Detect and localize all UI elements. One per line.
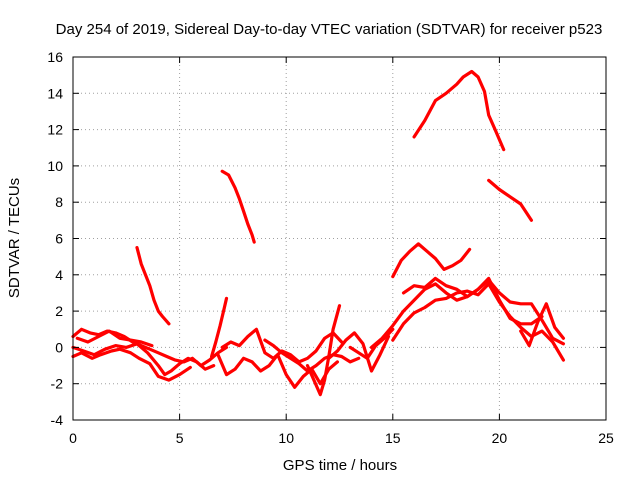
x-tick-label: 0	[69, 430, 77, 446]
y-tick-label: 8	[55, 194, 63, 210]
series-track-13-15h	[348, 327, 395, 360]
series-track-11-12h	[305, 304, 342, 397]
y-tick-label: -4	[51, 412, 64, 428]
x-tick-label: 20	[492, 430, 508, 446]
y-tick-label: 6	[55, 231, 63, 247]
series-track-6-7h	[210, 296, 229, 359]
y-tick-label: 4	[55, 267, 63, 283]
x-tick-label: 25	[598, 430, 614, 446]
series-track-peak	[412, 69, 506, 152]
x-axis-label: GPS time / hours	[283, 457, 397, 474]
series-track-16h	[391, 242, 472, 279]
series-track-rise-3	[401, 276, 544, 326]
series-track-early-2	[71, 342, 216, 377]
series-track-mid-3	[263, 338, 361, 373]
series-track-20h	[487, 178, 534, 222]
y-tick-label: 12	[47, 122, 63, 138]
x-tick-label: 5	[176, 430, 184, 446]
y-tick-label: 0	[55, 339, 63, 355]
chart-title: Day 254 of 2019, Sidereal Day-to-day VTE…	[56, 21, 603, 38]
x-tick-label: 15	[385, 430, 401, 446]
series-track-12-14h	[327, 331, 391, 373]
y-tick-label: 14	[47, 85, 63, 101]
series-track-early-4	[75, 329, 154, 348]
y-tick-label: -2	[51, 376, 64, 392]
y-tick-label: 2	[55, 303, 63, 319]
series-track-early-3	[71, 347, 192, 382]
series-track-3h	[135, 246, 171, 326]
x-tick-label: 10	[278, 430, 294, 446]
data-series	[71, 69, 566, 397]
series-track-rise-2	[391, 282, 566, 362]
series-track-late	[519, 302, 566, 348]
series-track-7h	[220, 169, 256, 244]
y-tick-label: 16	[47, 49, 63, 65]
y-axis-label: SDTVAR / TECUs	[6, 178, 23, 298]
y-tick-label: 10	[47, 158, 63, 174]
axis-ticks: 0 5 10 15 20 25 -4 -2 0 2 4 6 8 10 12 14 16	[47, 49, 614, 446]
